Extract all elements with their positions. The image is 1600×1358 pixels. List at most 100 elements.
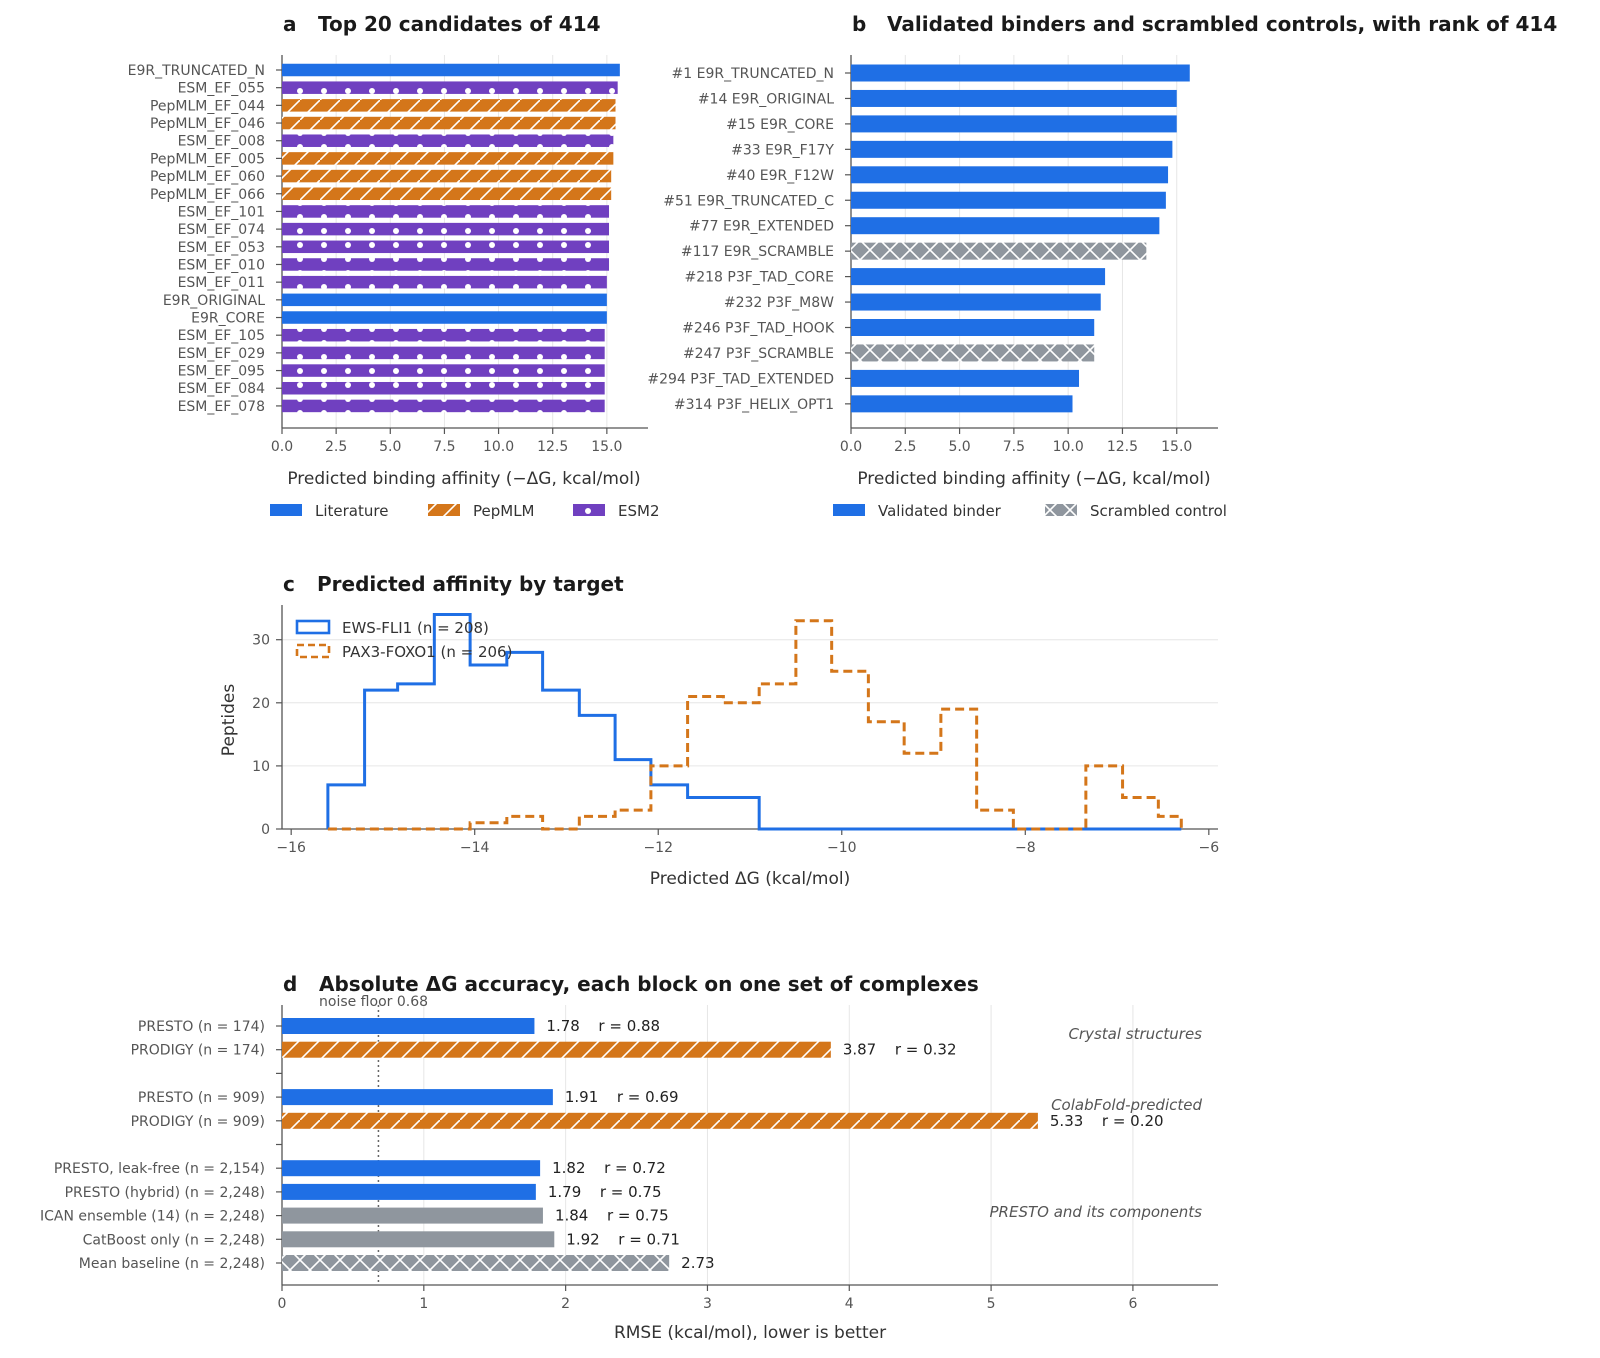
rmse-value-label: 5.33 xyxy=(1050,1112,1083,1130)
bar-prodigy-n-909 xyxy=(282,1112,1038,1129)
category-label: #246 P3F_TAD_HOOK xyxy=(682,321,835,337)
legend-label-scrambled: Scrambled control xyxy=(1090,502,1227,520)
bar-catboost-only-n-2-248 xyxy=(282,1231,555,1248)
category-label: #77 E9R_EXTENDED xyxy=(689,219,834,235)
y-tick-label: 20 xyxy=(252,696,270,712)
bar-e9r-original xyxy=(282,293,607,307)
panel-c-letter: c xyxy=(283,572,295,596)
bar-232-p3f-m8w xyxy=(851,293,1101,311)
category-label: ESM_EF_029 xyxy=(178,346,265,362)
panel-b-title: Validated binders and scrambled controls… xyxy=(887,12,1557,36)
category-label: E9R_TRUNCATED_N xyxy=(128,63,265,79)
bar-e9r-truncated-n xyxy=(282,63,620,77)
bar-14-e9r-original xyxy=(851,89,1177,107)
panel-a-legend: Literature PepMLM ESM2 xyxy=(270,502,659,520)
x-tick-label: 15.0 xyxy=(591,439,622,455)
bar-esm-ef-011 xyxy=(282,275,607,289)
pearson-r-label: r = 0.71 xyxy=(618,1230,680,1248)
x-tick-label: 5 xyxy=(987,1296,996,1312)
category-label: #218 P3F_TAD_CORE xyxy=(685,270,835,286)
legend-label-pax3-foxo1: PAX3-FOXO1 (n = 206) xyxy=(342,643,512,661)
bar-e9r-core xyxy=(282,311,607,324)
bar-esm-ef-029 xyxy=(282,346,605,360)
x-tick-label: 2.5 xyxy=(325,439,347,455)
bar-esm-ef-084 xyxy=(282,381,605,395)
category-label: #294 P3F_TAD_EXTENDED xyxy=(647,371,834,387)
category-label: #117 E9R_SCRAMBLE xyxy=(681,244,834,260)
category-label: ESM_EF_053 xyxy=(178,240,265,256)
panel-d-xlabel: RMSE (kcal/mol), lower is better xyxy=(614,1323,886,1343)
panel-d-letter: d xyxy=(283,972,297,996)
panel-b-xlabel: Predicted binding affinity (−ΔG, kcal/mo… xyxy=(857,469,1210,489)
category-label: #14 E9R_ORIGINAL xyxy=(698,91,834,107)
category-label: PepMLM_EF_066 xyxy=(150,187,265,203)
row-label: ICAN ensemble (14) (n = 2,248) xyxy=(40,1209,265,1225)
category-label: #1 E9R_TRUNCATED_N xyxy=(672,66,834,82)
legend-label-literature: Literature xyxy=(315,502,388,520)
category-label: ESM_EF_011 xyxy=(178,275,265,291)
category-label: ESM_EF_010 xyxy=(178,257,265,273)
row-label: PRODIGY (n = 174) xyxy=(131,1043,265,1059)
category-label: ESM_EF_078 xyxy=(178,399,265,415)
row-label: PRESTO (n = 174) xyxy=(138,1019,265,1035)
bar-pepmlm-ef-046 xyxy=(282,116,616,130)
panel-c-xlabel: Predicted ΔG (kcal/mol) xyxy=(650,869,850,889)
bar-15-e9r-core xyxy=(851,115,1177,133)
x-tick-label: 7.5 xyxy=(433,439,455,455)
bar-presto-hybrid-n-2-248 xyxy=(282,1183,536,1200)
pearson-r-label: r = 0.32 xyxy=(895,1041,957,1059)
legend-swatch-scrambled xyxy=(1045,504,1077,516)
x-tick-label: −16 xyxy=(276,840,306,856)
rmse-value-label: 1.84 xyxy=(555,1207,588,1225)
category-label: #51 E9R_TRUNCATED_C xyxy=(663,193,834,209)
noise-floor-label: noise floor 0.68 xyxy=(319,994,428,1010)
category-label: PepMLM_EF_046 xyxy=(150,116,265,132)
x-tick-label: −12 xyxy=(643,840,673,856)
x-tick-label: 6 xyxy=(1128,1296,1137,1312)
panel-a-xlabel: Predicted binding affinity (−ΔG, kcal/mo… xyxy=(287,469,640,489)
bar-prodigy-n-174 xyxy=(282,1041,831,1058)
x-tick-label: 10.0 xyxy=(1053,439,1084,455)
x-tick-label: −6 xyxy=(1199,840,1220,856)
bar-presto-leak-free-n-2-154 xyxy=(282,1160,541,1177)
bar-esm-ef-078 xyxy=(282,399,605,413)
x-tick-label: 1 xyxy=(419,1296,428,1312)
rmse-value-label: 1.82 xyxy=(552,1159,585,1177)
category-label: ESM_EF_105 xyxy=(178,328,265,344)
category-label: #314 P3F_HELIX_OPT1 xyxy=(674,397,834,413)
bar-presto-n-174 xyxy=(282,1018,535,1034)
block-label-colabfold-predicted: ColabFold-predicted xyxy=(1051,1096,1202,1114)
legend-swatch-validated xyxy=(833,504,865,516)
panel-c-histogram: 0 10 20 30 −16 −14 −12 −10 −8 −6 xyxy=(252,605,1219,856)
bar-esm-ef-055 xyxy=(282,81,618,94)
category-label: #15 E9R_CORE xyxy=(726,117,834,133)
bar-presto-n-909 xyxy=(282,1089,553,1106)
panel-d-title: Absolute ΔG accuracy, each block on one … xyxy=(319,972,979,996)
x-tick-label: 0.0 xyxy=(271,439,293,455)
x-tick-label: −8 xyxy=(1015,840,1036,856)
legend-swatch-esm2 xyxy=(573,504,605,516)
rmse-value-label: 1.78 xyxy=(546,1017,579,1035)
x-tick-label: 3 xyxy=(703,1296,712,1312)
row-label: PRODIGY (n = 909) xyxy=(131,1114,265,1130)
category-label: #232 P3F_M8W xyxy=(724,295,834,311)
block-label-presto-and-its-components: PRESTO and its components xyxy=(990,1203,1203,1221)
x-tick-label: 5.0 xyxy=(379,439,401,455)
panel-c-legend: EWS-FLI1 (n = 208) PAX3-FOXO1 (n = 206) xyxy=(295,619,512,661)
category-label: #40 E9R_F12W xyxy=(726,168,834,184)
bar-40-e9r-f12w xyxy=(851,166,1169,184)
x-tick-label: 5.0 xyxy=(948,439,970,455)
x-tick-label: 2 xyxy=(561,1296,570,1312)
row-label: PRESTO (n = 909) xyxy=(138,1090,265,1106)
x-tick-label: 0.0 xyxy=(840,439,862,455)
legend-label-esm2: ESM2 xyxy=(618,502,659,520)
bar-esm-ef-105 xyxy=(282,328,605,342)
bar-247-p3f-scramble xyxy=(851,344,1095,362)
x-tick-label: 12.5 xyxy=(537,439,568,455)
histogram-series-ews-fli1 xyxy=(326,612,1182,831)
panel-b-bar-chart: 0.0 2.5 5.0 7.5 10.0 12.5 15.0 #1 E9R_TRUNCATED… xyxy=(647,55,1218,455)
x-tick-label: 10.0 xyxy=(483,439,514,455)
legend-label-ews-fli1: EWS-FLI1 (n = 208) xyxy=(342,619,489,637)
bar-esm-ef-010 xyxy=(282,258,610,271)
